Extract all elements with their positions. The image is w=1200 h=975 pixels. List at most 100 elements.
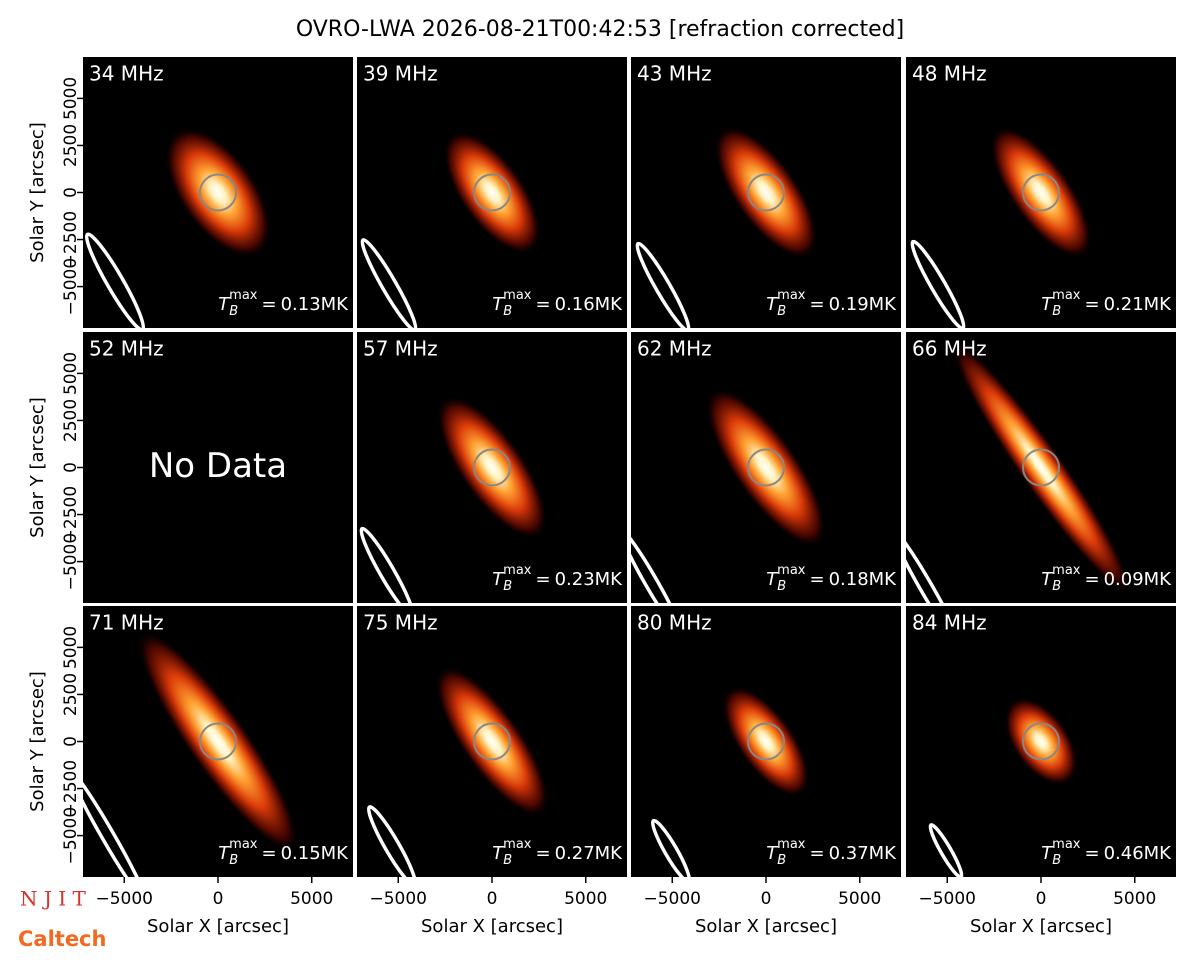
figure-title: OVRO-LWA 2026-08-21T00:42:53 [refraction… (296, 17, 904, 42)
solar-limb (747, 173, 785, 212)
x-tick-label: 0 (213, 889, 224, 909)
solar-limb (1022, 173, 1060, 212)
tb-symbol: T (218, 843, 231, 864)
solar-limb (473, 448, 511, 487)
emission (722, 685, 810, 798)
panel-title: 66 MHz (912, 337, 987, 361)
beam (910, 239, 966, 328)
solar-limb (1022, 722, 1060, 761)
x-tick-label: 5000 (564, 889, 607, 909)
panel-image (650, 685, 810, 877)
y-tick-label: −2500 (61, 486, 81, 544)
x-tick-label: −5000 (918, 889, 976, 909)
panel-image (631, 387, 827, 603)
tb-symbol: T (492, 569, 505, 590)
y-axis-label: Solar Y [arcsec] (27, 671, 48, 812)
tb-value: 0.16MK (555, 294, 624, 315)
tb-sup: max (503, 837, 532, 852)
beam (631, 528, 684, 603)
panel-image (83, 629, 300, 877)
tb-sup: max (1052, 563, 1081, 578)
panel: TBmax = 0.19MK 43 MHz (631, 57, 901, 328)
panel-title: 75 MHz (363, 611, 438, 635)
tb-eq: = (1084, 843, 1099, 864)
panel-image (360, 130, 541, 328)
tb-eq: = (809, 569, 824, 590)
panel-image (910, 126, 1093, 328)
y-tick-label: 5000 (61, 352, 81, 395)
y-axis-label: Solar Y [arcsec] (27, 397, 48, 538)
tb-sub: B (1052, 579, 1061, 594)
tb-eq: = (535, 294, 550, 315)
panel: No Data 52 MHz −5000−2500 0 2500 5000 Solar Y … (27, 332, 353, 603)
tb-max: TBmax = 0.18MK (766, 563, 897, 594)
y-tick-label: −5000 (61, 533, 81, 591)
beam (360, 238, 418, 328)
tb-eq: = (1084, 294, 1099, 315)
tb-symbol: T (1041, 843, 1054, 864)
tb-sub: B (777, 853, 786, 868)
beam (906, 528, 961, 603)
panel-title: 34 MHz (89, 62, 164, 86)
tb-sub: B (229, 304, 238, 319)
panel-title: 71 MHz (89, 611, 164, 635)
y-tick-label: −5000 (61, 258, 81, 316)
x-tick-label: 5000 (290, 889, 333, 909)
logo-njit: N J I T (20, 887, 86, 911)
tb-value: 0.37MK (829, 843, 898, 864)
emission (705, 387, 827, 548)
tb-max: TBmax = 0.21MK (1041, 288, 1172, 319)
tb-symbol: T (218, 294, 231, 315)
y-axis-label: Solar Y [arcsec] (27, 122, 48, 263)
x-tick-label: 5000 (1113, 889, 1156, 909)
tb-value: 0.13MK (281, 294, 350, 315)
emission (136, 629, 300, 854)
tb-sub: B (777, 304, 786, 319)
y-tick-label: −2500 (61, 211, 81, 269)
y-tick-label: 0 (61, 736, 81, 747)
tb-max: TBmax = 0.16MK (492, 288, 623, 319)
emission (443, 130, 541, 255)
tb-eq: = (809, 294, 824, 315)
panel-title: 48 MHz (912, 62, 987, 86)
panel-image (366, 665, 550, 877)
tb-sub: B (503, 853, 512, 868)
y-tick-label: 2500 (61, 673, 81, 716)
y-tick-label: 5000 (61, 626, 81, 669)
emission (989, 126, 1093, 259)
tb-eq: = (261, 843, 276, 864)
beam (650, 818, 692, 877)
tb-max: TBmax = 0.15MK (218, 837, 349, 868)
tb-sub: B (503, 304, 512, 319)
tb-symbol: T (1041, 569, 1054, 590)
tb-max: TBmax = 0.13MK (218, 288, 349, 319)
x-axis-label: Solar X [arcsec] (421, 916, 563, 937)
no-data: No Data (149, 446, 287, 486)
tb-max: TBmax = 0.27MK (492, 837, 623, 868)
x-tick-label: 0 (487, 889, 498, 909)
emission (436, 395, 548, 540)
y-tick-label: 0 (61, 462, 81, 473)
panel-title: 80 MHz (637, 611, 712, 635)
tb-value: 0.23MK (555, 569, 624, 590)
panel-title: 39 MHz (363, 62, 438, 86)
x-tick-label: 5000 (838, 889, 881, 909)
tb-value: 0.46MK (1104, 843, 1173, 864)
solar-limb (1022, 448, 1060, 487)
tb-sub: B (777, 579, 786, 594)
tb-sup: max (777, 563, 806, 578)
solar-limb (473, 722, 511, 761)
beam (928, 823, 964, 877)
tb-value: 0.18MK (829, 569, 898, 590)
x-axis-label: Solar X [arcsec] (147, 916, 289, 937)
tb-symbol: T (766, 843, 779, 864)
tb-symbol: T (1041, 294, 1054, 315)
emission (714, 126, 818, 259)
tb-max: TBmax = 0.37MK (766, 837, 897, 868)
tb-eq: = (261, 294, 276, 315)
tb-sub: B (1052, 853, 1061, 868)
